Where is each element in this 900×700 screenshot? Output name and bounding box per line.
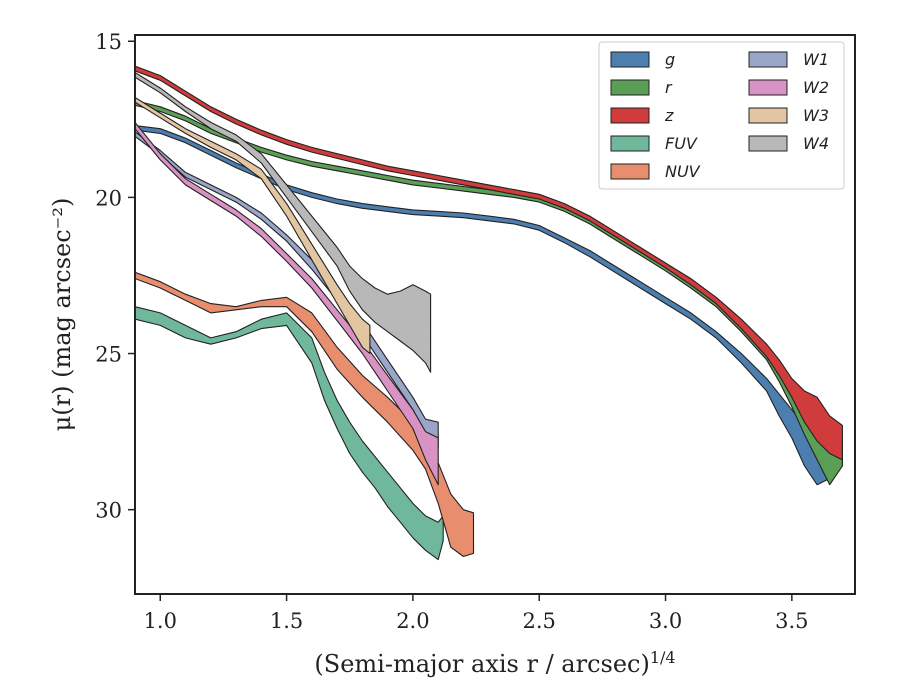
x-axis-label: (Semi-major axis r / arcsec)1/4	[314, 648, 675, 678]
y-tick-label: 25	[95, 343, 122, 367]
legend-swatch-FUV	[610, 135, 650, 152]
legend-swatch-W2	[748, 79, 788, 96]
plot-frame	[134, 34, 856, 595]
x-tick-label: 1.5	[270, 609, 303, 633]
legend-label-NUV: NUV	[665, 162, 701, 181]
band-W4	[135, 71, 432, 373]
legend-label-g: g	[665, 50, 675, 69]
legend-swatch-W1	[748, 51, 788, 68]
legend: grz FUV NUV W1 W2 W3 W4	[598, 41, 845, 190]
x-tick-label: 2.0	[396, 609, 429, 633]
legend-label-z: z	[664, 106, 674, 125]
y-tick-label: 15	[95, 30, 122, 54]
axis-ticks: 1.0 1.5 2.0 2.5 3.0 3.5 15 20 25 30	[95, 30, 808, 633]
legend-swatch-r	[610, 79, 650, 96]
legend-label-W2: W2	[803, 78, 829, 97]
y-axis-label: μ(r) (mag arcsec⁻²)	[48, 198, 76, 432]
x-tick-label: 3.5	[775, 609, 808, 633]
band-z	[135, 65, 843, 461]
legend-label-r: r	[665, 78, 673, 97]
legend-box	[598, 41, 845, 190]
y-tick-label: 30	[95, 499, 122, 523]
band-FUV	[135, 306, 444, 561]
band-W3	[135, 96, 371, 355]
legend-label-W3: W3	[803, 106, 829, 125]
band-NUV	[135, 271, 475, 558]
legend-label-W4: W4	[803, 134, 829, 153]
bands-layer	[135, 65, 843, 561]
legend-swatch-NUV	[610, 163, 650, 180]
legend-label-FUV: FUV	[665, 134, 698, 153]
y-tick-label: 20	[95, 186, 122, 210]
band-W2	[135, 121, 439, 486]
legend-swatch-z	[610, 107, 650, 124]
x-tick-label: 1.0	[144, 609, 177, 633]
legend-swatch-g	[610, 51, 650, 68]
x-tick-label: 2.5	[523, 609, 556, 633]
x-tick-label: 3.0	[649, 609, 682, 633]
legend-label-W1: W1	[803, 50, 829, 69]
legend-swatch-W4	[748, 135, 788, 152]
legend-swatch-W3	[748, 107, 788, 124]
